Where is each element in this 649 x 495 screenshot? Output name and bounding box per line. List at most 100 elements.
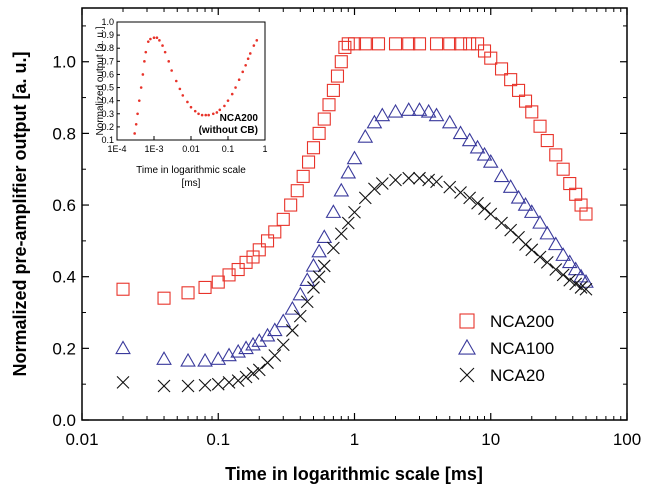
- inset-data-point: [158, 39, 161, 42]
- triangle-marker-shape: [115, 340, 131, 355]
- triangle-marker-shape: [366, 114, 383, 129]
- data-point-nca200: [412, 37, 427, 51]
- cross-marker-stroke: [317, 259, 331, 273]
- data-point-nca200: [239, 255, 253, 269]
- inset-data-point: [241, 70, 245, 74]
- data-point-nca100: [567, 261, 584, 276]
- data-point-nca100: [357, 128, 374, 143]
- cross-marker-stroke: [519, 238, 532, 251]
- cross-marker-stroke: [402, 171, 416, 185]
- data-point-nca200: [317, 112, 331, 126]
- data-point-nca100: [346, 150, 363, 165]
- cross-marker-stroke: [574, 281, 588, 294]
- triangle-marker-shape: [292, 286, 309, 301]
- data-point-nca20: [276, 338, 290, 352]
- cross-marker-stroke: [454, 186, 467, 199]
- series-nca20: [116, 171, 593, 393]
- dot-marker-shape: [149, 37, 152, 41]
- x-axis-title: Time in logarithmic scale [ms]: [225, 464, 483, 484]
- inset-y-tick-label: 0.2: [101, 122, 114, 132]
- data-point-nca100: [325, 204, 342, 218]
- cross-marker-stroke: [293, 309, 307, 323]
- inset-data-point: [136, 112, 139, 116]
- cross-marker-stroke: [430, 175, 443, 189]
- dot-marker-shape: [211, 112, 215, 116]
- dot-marker-shape: [158, 39, 161, 42]
- triangle-marker-shape: [476, 146, 493, 161]
- inset-frame: [116, 21, 266, 141]
- data-point-nca200: [322, 98, 336, 112]
- data-point-nca20: [574, 281, 588, 294]
- dot-marker-shape: [241, 70, 245, 74]
- square-marker-shape: [157, 291, 171, 305]
- data-point-nca100: [561, 254, 578, 269]
- x-tick-label: 0.1: [206, 430, 230, 449]
- triangle-marker-shape: [441, 114, 458, 129]
- data-point-nca100: [221, 347, 237, 362]
- square-marker-shape: [231, 262, 245, 277]
- data-point-nca20: [239, 370, 253, 384]
- series-nca100: [115, 102, 594, 367]
- data-point-nca100: [299, 272, 316, 287]
- data-point-nca200: [358, 37, 372, 51]
- data-point-nca100: [311, 243, 327, 258]
- dot-marker-shape: [174, 79, 178, 83]
- square-marker-shape: [429, 37, 444, 51]
- inset-data-point: [223, 104, 226, 108]
- cross-marker-stroke: [312, 270, 326, 284]
- data-point-nca20: [389, 173, 402, 187]
- data-point-nca200: [533, 119, 547, 133]
- inset-x-tick-label: 1E-4: [107, 144, 126, 154]
- triangle-marker-shape: [284, 300, 301, 315]
- data-point-nca100: [180, 352, 196, 367]
- data-point-nca20: [443, 180, 457, 194]
- triangle-marker-shape: [251, 333, 268, 347]
- data-point-nca20: [268, 349, 282, 362]
- inset-data-point: [211, 112, 215, 116]
- data-point-nca20: [563, 273, 577, 287]
- y-tick-label: 0.0: [52, 411, 76, 430]
- inset-y-tick-label: 0.8: [101, 43, 114, 53]
- data-point-nca100: [547, 236, 564, 251]
- inset-x-title-line-1: Time in logarithmic scale: [136, 165, 246, 176]
- data-point-nca20: [495, 216, 508, 230]
- square-marker-shape: [260, 234, 275, 248]
- data-point-nca20: [307, 281, 320, 294]
- triangle-marker-shape: [259, 327, 276, 342]
- cross-marker-stroke: [471, 196, 484, 210]
- data-point-nca100: [230, 343, 247, 358]
- data-point-nca100: [452, 125, 469, 140]
- legend-marker-nca200: [459, 313, 475, 329]
- dot-marker-shape: [255, 39, 259, 42]
- inset-x-tick-label: 1E-3: [144, 144, 163, 154]
- cross-marker-stroke: [368, 182, 381, 196]
- triangle-marker-shape: [156, 351, 172, 365]
- square-marker-shape: [412, 37, 427, 51]
- triangle-marker-shape: [180, 352, 196, 367]
- inset-series-layer: [133, 36, 259, 135]
- data-point-nca200: [330, 69, 345, 83]
- dot-marker-shape: [193, 109, 197, 113]
- data-point-nca200: [388, 37, 403, 51]
- y-tick-label: 0.4: [52, 268, 76, 287]
- triangle-marker-shape: [502, 179, 519, 193]
- inset-data-point: [170, 69, 173, 72]
- data-point-nca200: [347, 37, 362, 51]
- dot-marker-shape: [197, 112, 200, 116]
- triangle-marker-shape: [510, 189, 527, 204]
- data-point-nca200: [231, 262, 245, 277]
- square-marker-shape: [338, 40, 352, 54]
- inset-y-tick-label: 0.9: [101, 30, 114, 40]
- data-point-nca20: [579, 282, 593, 296]
- data-point-nca200: [268, 225, 282, 239]
- legend-marker-nca100: [458, 338, 476, 355]
- data-point-nca20: [334, 227, 348, 241]
- cross-marker-stroke: [334, 227, 348, 241]
- data-point-nca100: [532, 214, 548, 229]
- triangle-marker-shape: [561, 254, 578, 269]
- inset-tick-labels: 1E-4 1E-3 0.01 0.1 1 0.1 0.2 0.3 0.4 0.5 0.6 0.7 0.8…: [101, 17, 267, 154]
- data-point-nca200: [574, 198, 588, 212]
- cross-marker-stroke: [579, 282, 593, 296]
- data-point-nca20: [300, 295, 314, 309]
- triangle-marker-shape: [469, 139, 486, 154]
